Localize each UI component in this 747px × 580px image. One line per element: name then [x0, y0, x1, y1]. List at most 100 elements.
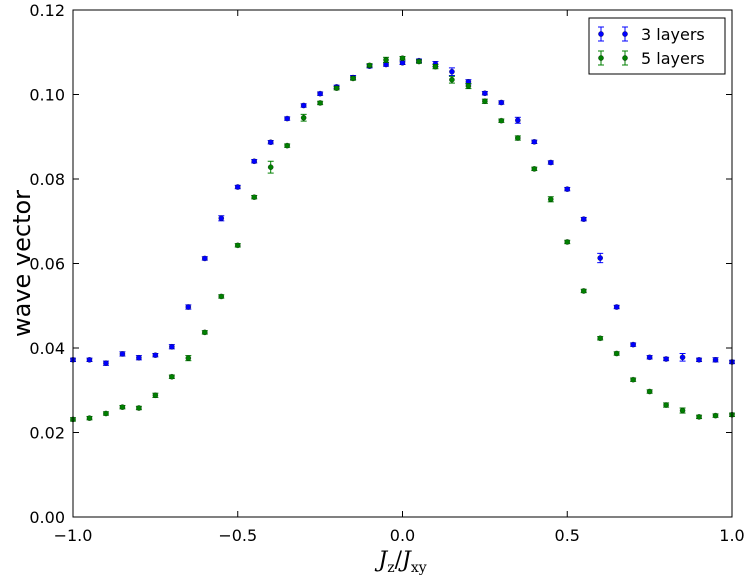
data-point	[613, 350, 620, 357]
x-tick-label: 1.0	[719, 526, 744, 545]
axis-tick-labels: −1.0 −0.5 0.0 0.5 1.0 0.00 0.02 0.04 0.06 0.08 0.1…	[29, 1, 744, 545]
legend-marker	[622, 55, 628, 61]
plot-marks	[70, 55, 735, 423]
data-point	[449, 68, 455, 75]
data-point	[152, 392, 159, 399]
data-point	[333, 85, 340, 91]
x-axis-label-slash: /	[395, 548, 403, 573]
y-tick-label: 0.04	[29, 339, 65, 358]
series-2	[70, 55, 735, 423]
data-point	[646, 354, 653, 361]
data-point	[251, 158, 257, 165]
data-point	[679, 354, 686, 361]
plot-frame	[72, 9, 733, 518]
x-tick-label: 0.5	[555, 526, 580, 545]
y-axis-label: wave vector	[8, 190, 36, 337]
data-point	[300, 102, 307, 109]
data-point	[300, 114, 307, 121]
data-point	[350, 75, 356, 82]
data-point	[169, 373, 175, 380]
x-tick-label: 0.0	[390, 526, 415, 545]
data-point	[531, 166, 538, 172]
legend-box	[588, 17, 726, 75]
data-point	[630, 376, 636, 383]
data-point	[136, 354, 142, 361]
legend-marker	[598, 31, 604, 37]
legend-marker	[598, 55, 604, 61]
data-point	[449, 76, 455, 83]
data-point	[498, 99, 505, 106]
data-point	[515, 117, 521, 124]
x-axis-label-j2: J	[398, 548, 412, 573]
data-point	[432, 63, 439, 70]
legend-label: 3 layers	[641, 25, 705, 44]
x-axis-label-j: J	[374, 548, 388, 573]
data-point	[202, 255, 208, 262]
x-axis-label-sub-xy: xy	[411, 560, 427, 576]
data-point	[515, 135, 521, 141]
y-tick-label: 0.06	[29, 255, 65, 274]
data-point	[317, 90, 323, 97]
y-tick-label: 0.12	[29, 1, 65, 20]
data-point	[712, 412, 719, 419]
data-point	[284, 142, 290, 149]
data-point	[317, 100, 323, 106]
data-point	[218, 215, 225, 222]
data-point	[103, 360, 109, 366]
data-point	[267, 139, 274, 145]
data-point	[284, 115, 290, 122]
data-point	[185, 304, 192, 310]
legend-marker	[622, 31, 628, 37]
y-tick-label: 0.00	[29, 508, 65, 527]
legend-entry: 5 layers	[598, 49, 705, 68]
data-point	[366, 62, 373, 69]
data-point	[531, 139, 538, 145]
legend-entry: 3 layers	[598, 25, 705, 44]
data-point	[234, 184, 241, 190]
data-point	[383, 57, 389, 63]
x-axis-label-sub-z: z	[387, 560, 394, 576]
legend: 3 layers 5 layers	[588, 17, 726, 75]
legend-entries: 3 layers 5 layers	[598, 25, 705, 68]
data-point	[498, 117, 505, 124]
data-point	[185, 355, 192, 361]
data-point	[136, 405, 142, 411]
data-point	[169, 343, 175, 350]
data-point	[416, 58, 422, 65]
data-point	[597, 335, 603, 342]
legend-label: 5 layers	[641, 49, 705, 68]
data-point	[234, 242, 241, 249]
data-point	[548, 159, 554, 166]
data-point	[119, 404, 126, 410]
data-point	[251, 194, 257, 200]
x-axis-label: Jz/Jxy	[374, 548, 426, 576]
data-point	[580, 288, 587, 294]
data-point	[663, 402, 669, 408]
data-point	[580, 216, 587, 222]
data-point	[564, 239, 571, 245]
data-point	[202, 329, 208, 336]
data-point	[399, 60, 406, 66]
y-tick-label: 0.08	[29, 170, 65, 189]
data-point	[679, 407, 686, 414]
data-point	[103, 410, 109, 417]
data-point	[482, 98, 488, 105]
series-1	[70, 57, 735, 366]
data-point	[86, 415, 93, 421]
axis-ticks	[72, 9, 733, 518]
data-point	[630, 341, 636, 348]
data-point	[696, 357, 702, 363]
data-point	[119, 351, 126, 357]
data-point	[399, 55, 406, 61]
y-tick-label: 0.02	[29, 424, 65, 443]
x-tick-label: −0.5	[218, 526, 257, 545]
data-point	[613, 304, 620, 310]
data-point	[152, 352, 159, 358]
y-tick-label: 0.10	[29, 86, 65, 105]
data-point	[696, 414, 702, 420]
data-point	[465, 83, 472, 89]
data-point	[482, 90, 488, 96]
data-point	[548, 196, 554, 203]
x-tick-label: −1.0	[54, 526, 93, 545]
